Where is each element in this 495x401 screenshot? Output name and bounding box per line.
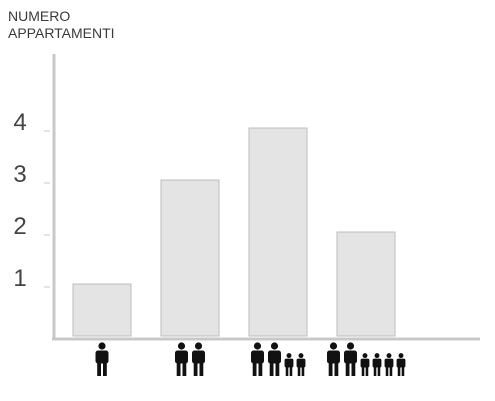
- category-icon-group: [95, 342, 109, 376]
- person-icon: [284, 353, 294, 376]
- chart-bars: [72, 127, 396, 337]
- x-category-icons: [95, 342, 406, 376]
- y-axis-label-line-1: NUMERO: [8, 8, 71, 24]
- person-icon: [396, 353, 406, 376]
- y-tick-label: 2: [13, 213, 26, 240]
- person-icon: [95, 342, 109, 376]
- category-icon-group: [327, 342, 406, 376]
- chart-axes: [52, 54, 480, 341]
- person-icon: [327, 342, 340, 376]
- person-icon: [360, 353, 370, 376]
- person-icon: [268, 342, 281, 376]
- bar: [248, 127, 308, 337]
- y-tick-label: 1: [13, 265, 26, 292]
- category-icon-group: [251, 342, 306, 376]
- y-tick-label: 3: [13, 161, 26, 188]
- person-icon: [192, 342, 205, 376]
- bar: [160, 179, 220, 337]
- y-axis-label-line-2: APPARTAMENTI: [8, 25, 115, 41]
- person-icon: [296, 353, 306, 376]
- y-tick-labels: 1 2 3 4: [13, 109, 50, 292]
- category-icon-group: [175, 342, 205, 376]
- person-icon: [175, 342, 188, 376]
- person-icon: [344, 342, 357, 376]
- y-tick-label: 4: [13, 109, 26, 136]
- person-icon: [251, 342, 264, 376]
- y-axis-label: NUMERO APPARTAMENTI: [8, 8, 115, 42]
- person-icon: [384, 353, 394, 376]
- bar: [336, 231, 396, 337]
- bar: [72, 283, 132, 337]
- person-icon: [372, 353, 382, 376]
